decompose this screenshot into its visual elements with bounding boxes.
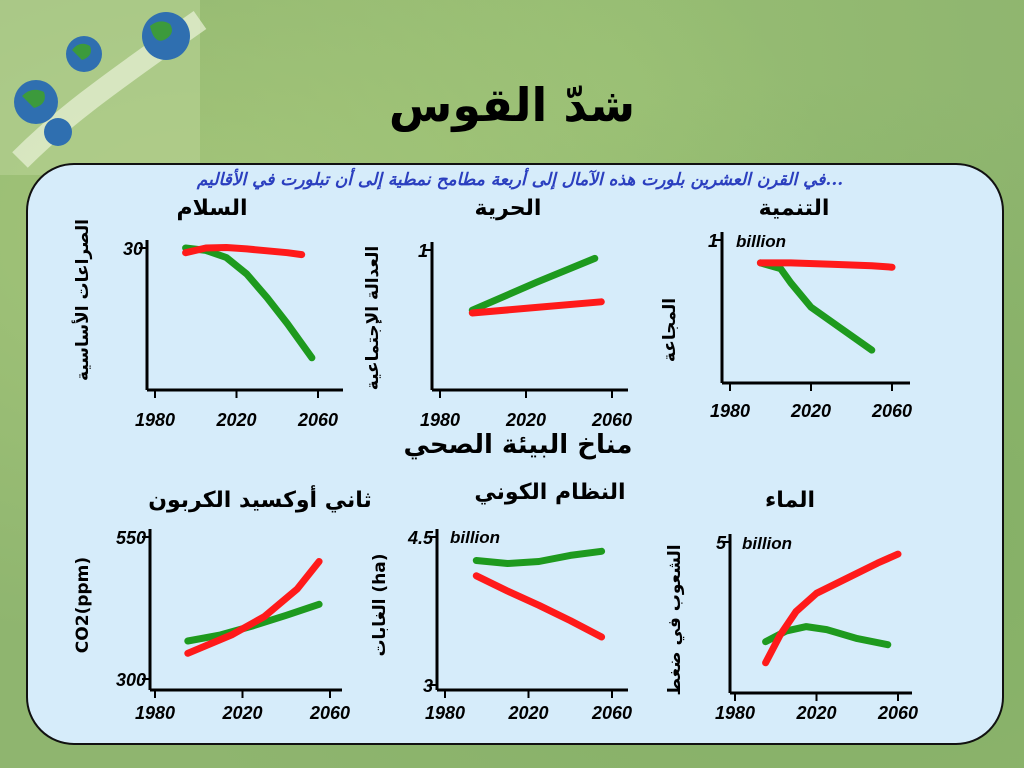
x-tick-label: 2060 <box>297 410 338 430</box>
billion-annotation: billion <box>736 232 786 251</box>
x-tick-label: 2020 <box>795 703 836 723</box>
x-tick-label: 2020 <box>507 703 548 723</box>
slide-title: شدّ القوس <box>388 78 636 132</box>
slide-subtitle: ...في القرن العشرين بلورت هذه الآمال إلى… <box>196 170 844 190</box>
x-tick-label: 1980 <box>715 703 755 723</box>
series-red-line <box>762 550 902 667</box>
y-tick-label: 3 <box>423 676 433 696</box>
section-heading: مناخ البيئة الصحي <box>403 430 633 460</box>
series-green-line <box>472 547 606 567</box>
y-axis-label: العدالة الإجتماعية <box>363 246 383 390</box>
chart-title-world-order: النظام الكوني <box>474 480 626 505</box>
series-green-line <box>182 244 316 362</box>
y-axis-label: الشعوب في ضغط <box>665 544 685 695</box>
x-tick-label: 2060 <box>591 703 632 723</box>
chart-title-development: التنمية <box>758 196 830 221</box>
y-axis-label: المجاعة <box>660 298 680 362</box>
x-tick-label: 2020 <box>221 703 262 723</box>
y-axis-label: CO2(ppm) <box>73 557 93 653</box>
y-axis-label: الصراعات الأساسية <box>72 219 93 381</box>
y-tick-label: 4.5 <box>407 528 434 548</box>
x-tick-label: 2060 <box>871 401 912 421</box>
chart-title-water: الماء <box>764 488 816 513</box>
x-tick-label: 1980 <box>135 703 175 723</box>
y-tick-label: 550 <box>116 528 146 548</box>
chart-title-co2: ثاني أوكسيد الكربون <box>148 488 372 513</box>
series-red-line <box>756 259 896 271</box>
series-red-line <box>472 572 606 641</box>
series-green-line <box>756 259 876 354</box>
chart-title-peace: السلام <box>176 196 248 221</box>
charts-panel <box>26 163 1004 745</box>
y-tick-label: 300 <box>116 670 146 690</box>
x-tick-label: 1980 <box>710 401 750 421</box>
y-tick-label: 1 <box>708 231 718 251</box>
series-red-line <box>182 244 306 259</box>
y-axis-label: الغابات (ha) <box>370 553 390 656</box>
billion-annotation: billion <box>742 534 792 553</box>
x-tick-label: 2060 <box>309 703 350 723</box>
y-tick-label: 5 <box>716 533 727 553</box>
x-tick-label: 1980 <box>425 703 465 723</box>
x-tick-label: 2060 <box>591 410 632 430</box>
series-green-line <box>468 254 599 314</box>
x-tick-label: 1980 <box>420 410 460 430</box>
y-tick-label: 30 <box>123 239 143 259</box>
billion-annotation: billion <box>450 528 500 547</box>
x-tick-label: 2060 <box>877 703 918 723</box>
series-red-line <box>468 298 605 317</box>
x-tick-label: 2020 <box>215 410 256 430</box>
chart-title-freedom: الحرية <box>474 196 542 221</box>
y-tick-label: 1 <box>418 241 428 261</box>
x-tick-label: 1980 <box>135 410 175 430</box>
x-tick-label: 2020 <box>790 401 831 421</box>
x-tick-label: 2020 <box>505 410 546 430</box>
series-red-line <box>184 558 323 657</box>
